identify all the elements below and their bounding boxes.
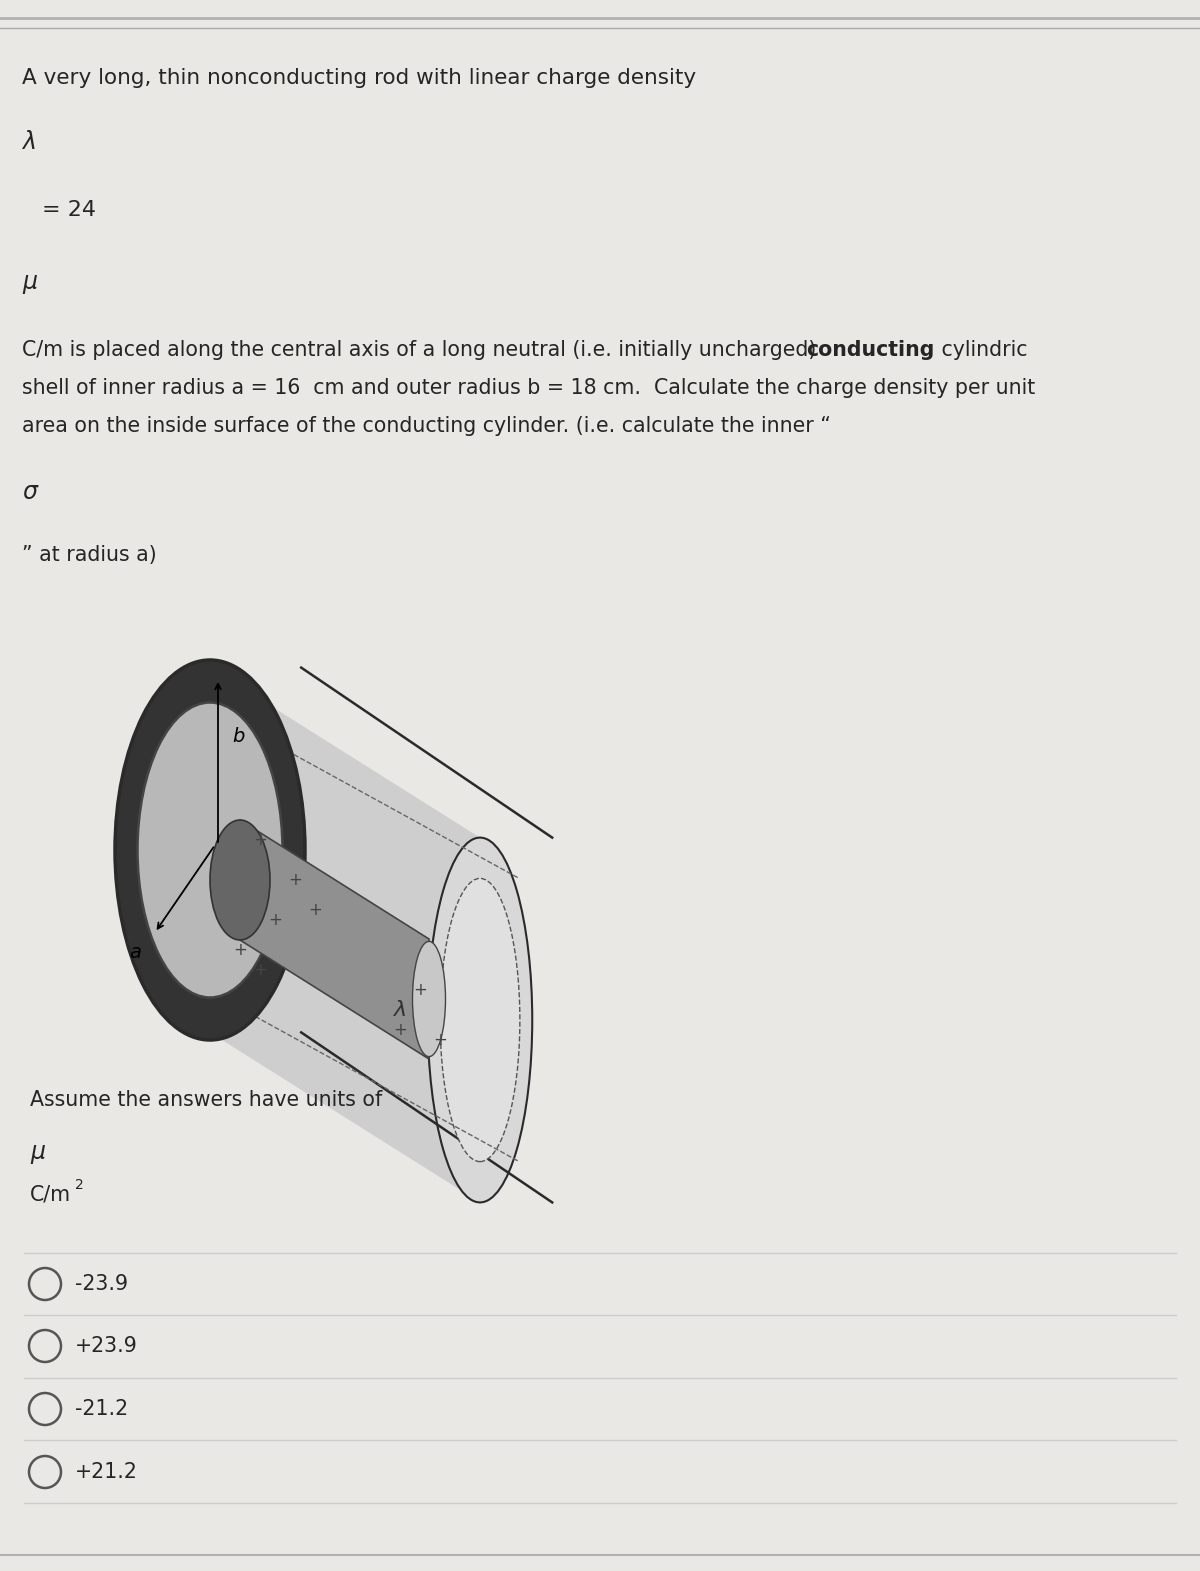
Ellipse shape <box>138 702 282 998</box>
Text: +: + <box>433 1031 446 1049</box>
Text: λ: λ <box>22 130 36 154</box>
Text: +23.9: +23.9 <box>74 1335 138 1356</box>
Ellipse shape <box>413 941 445 1057</box>
Text: A very long, thin nonconducting rod with linear charge density: A very long, thin nonconducting rod with… <box>22 68 696 88</box>
Text: conducting: conducting <box>806 339 935 360</box>
Text: +: + <box>288 870 302 889</box>
Text: C/m: C/m <box>30 1185 71 1205</box>
Text: +: + <box>268 911 282 928</box>
Text: $\lambda$: $\lambda$ <box>394 1001 407 1020</box>
Text: b: b <box>232 726 245 746</box>
Text: +: + <box>253 961 266 979</box>
Text: μ: μ <box>22 270 37 294</box>
Ellipse shape <box>210 820 270 939</box>
Polygon shape <box>240 820 430 1059</box>
Text: Assume the answers have units of: Assume the answers have units of <box>30 1090 383 1111</box>
Text: -21.2: -21.2 <box>74 1400 128 1419</box>
Text: = 24: = 24 <box>42 200 96 220</box>
Text: σ: σ <box>22 481 37 504</box>
Text: a: a <box>128 943 140 961</box>
Text: +: + <box>413 980 427 999</box>
Text: shell of inner radius a = 16  cm and outer radius b = 18 cm.  Calculate the char: shell of inner radius a = 16 cm and oute… <box>22 379 1036 397</box>
Text: +21.2: +21.2 <box>74 1463 138 1481</box>
Text: -23.9: -23.9 <box>74 1274 128 1295</box>
Text: +: + <box>308 902 322 919</box>
Text: C/m is placed along the central axis of a long neutral (i.e. initially uncharged: C/m is placed along the central axis of … <box>22 339 823 360</box>
Text: cylindric: cylindric <box>935 339 1027 360</box>
Text: +: + <box>253 831 266 848</box>
Text: ” at radius a): ” at radius a) <box>22 545 157 566</box>
Ellipse shape <box>115 660 305 1040</box>
Text: 2: 2 <box>74 1178 84 1192</box>
Text: +: + <box>233 941 247 958</box>
Text: area on the inside surface of the conducting cylinder. (i.e. calculate the inner: area on the inside surface of the conduc… <box>22 416 830 437</box>
Polygon shape <box>210 668 480 1202</box>
Text: +: + <box>394 1021 407 1038</box>
Ellipse shape <box>427 837 533 1202</box>
Text: μ: μ <box>30 1141 46 1164</box>
Ellipse shape <box>440 878 520 1161</box>
